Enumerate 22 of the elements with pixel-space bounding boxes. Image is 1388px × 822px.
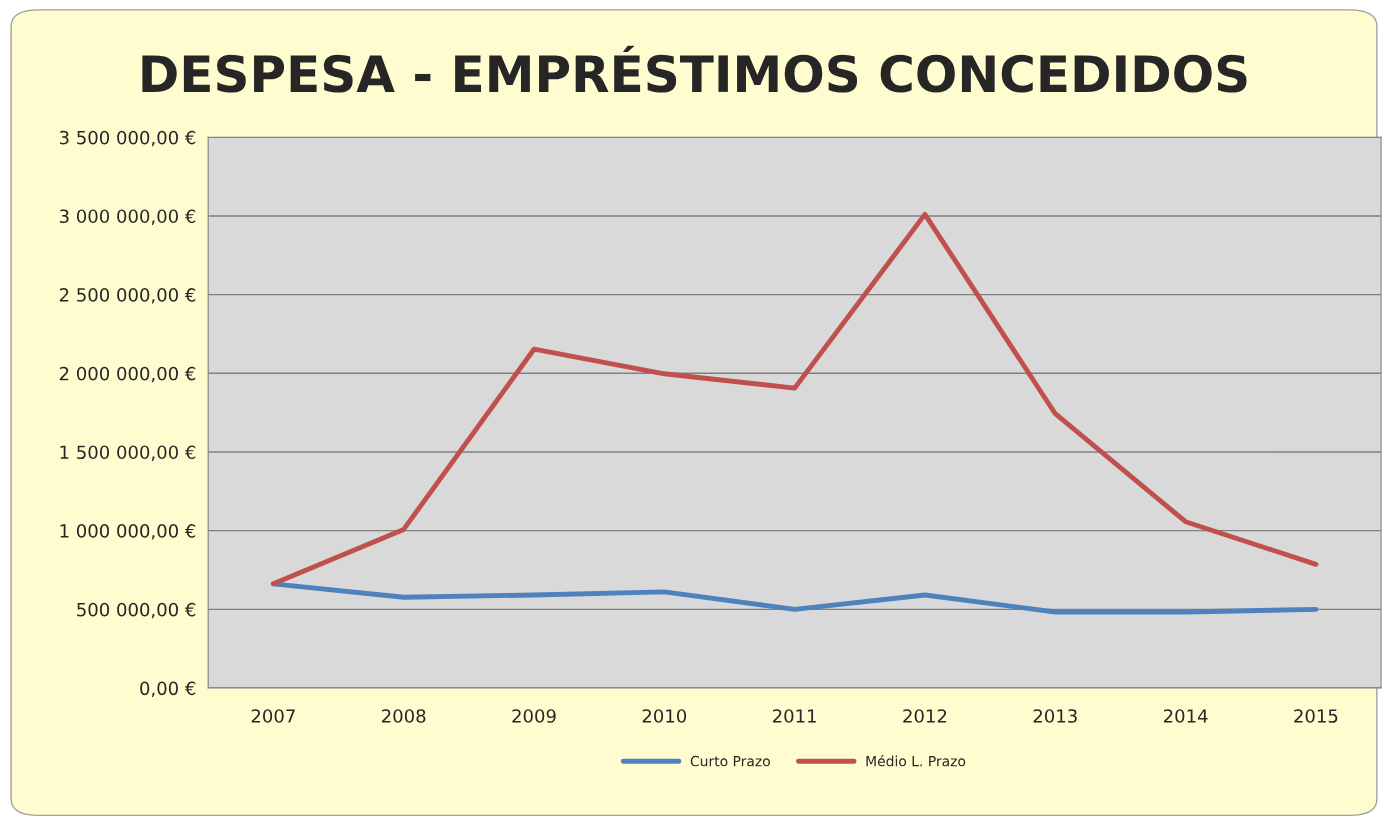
legend-label: Curto Prazo [690, 755, 770, 767]
x-tick-label: 2011 [772, 709, 816, 723]
x-tick-label: 2008 [382, 709, 426, 723]
line-series [270, 581, 1319, 615]
y-tick-label: 500 000,00 € [77, 602, 196, 619]
x-tick-label: 2013 [1033, 709, 1077, 723]
x-tick-label: 2015 [1294, 709, 1338, 723]
y-tick-label: 3 000 000,00 € [59, 209, 196, 225]
x-tick-label: 2009 [512, 709, 556, 723]
y-tick-label: 1 500 000,00 € [60, 445, 196, 461]
x-tick-label: 2010 [642, 709, 687, 723]
x-tick-label: 2014 [1163, 709, 1208, 723]
y-tick-label: 2 500 000,00 € [59, 288, 196, 304]
y-tick-label: 2 000 000,00 € [59, 366, 196, 383]
x-tick-label: 2012 [903, 709, 947, 723]
legend-label: Médio L. Prazo [866, 755, 966, 767]
y-tick-label: 0,00 € [140, 681, 196, 697]
chart-title: DESPESA - EMPRÉSTIMOS CONCEDIDOS [142, 45, 1247, 93]
x-tick-label: 2007 [251, 709, 295, 723]
y-tick-label: 3 500 000,00 € [59, 130, 196, 147]
y-tick-label: 1 000 000,00 € [60, 524, 196, 540]
line-series [270, 211, 1319, 587]
